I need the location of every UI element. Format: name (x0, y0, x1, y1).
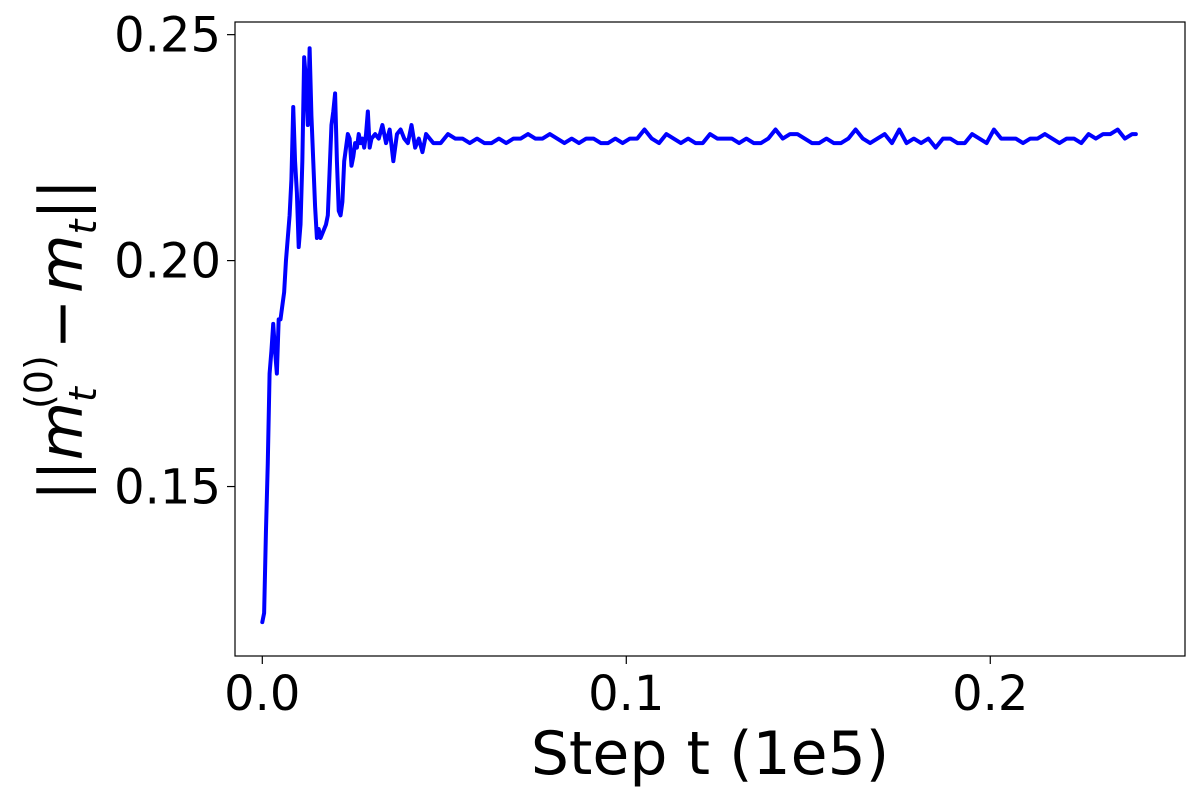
y-axis-label-superscript: (0) (17, 355, 61, 409)
x-tick-label: 0.2 (952, 666, 1028, 722)
y-axis-ticks: 0.15 0.20 0.25 (114, 8, 235, 516)
y-axis-label-bars-right: || (27, 179, 97, 219)
y-tick-label: 0.25 (114, 8, 221, 64)
x-axis-ticks: 0.0 0.1 0.2 (224, 656, 1028, 722)
y-tick-label: 0.15 (114, 460, 221, 516)
x-axis-label: Step t (1e5) (531, 719, 889, 789)
y-axis-label-subscript: t (61, 385, 105, 402)
y-axis-label: ||mt(0)−mt|| (17, 179, 105, 501)
axes-frame (234, 21, 1186, 657)
y-axis-label-base2: m (27, 234, 97, 292)
x-tick-label: 0.0 (224, 666, 300, 722)
series-layer (260, 46, 1138, 625)
plot-area (235, 22, 1185, 656)
y-axis-label-base: m (27, 402, 97, 460)
plot-background (235, 22, 1185, 656)
y-axis-label-minus: − (27, 299, 97, 349)
axes-spines (234, 21, 1186, 657)
y-tick-label: 0.20 (114, 234, 221, 290)
y-axis-label-bars-left: || (27, 460, 97, 500)
series-line-0 (260, 46, 1138, 625)
x-tick-label: 0.1 (588, 666, 664, 722)
y-axis-label-subscript2: t (61, 217, 105, 234)
